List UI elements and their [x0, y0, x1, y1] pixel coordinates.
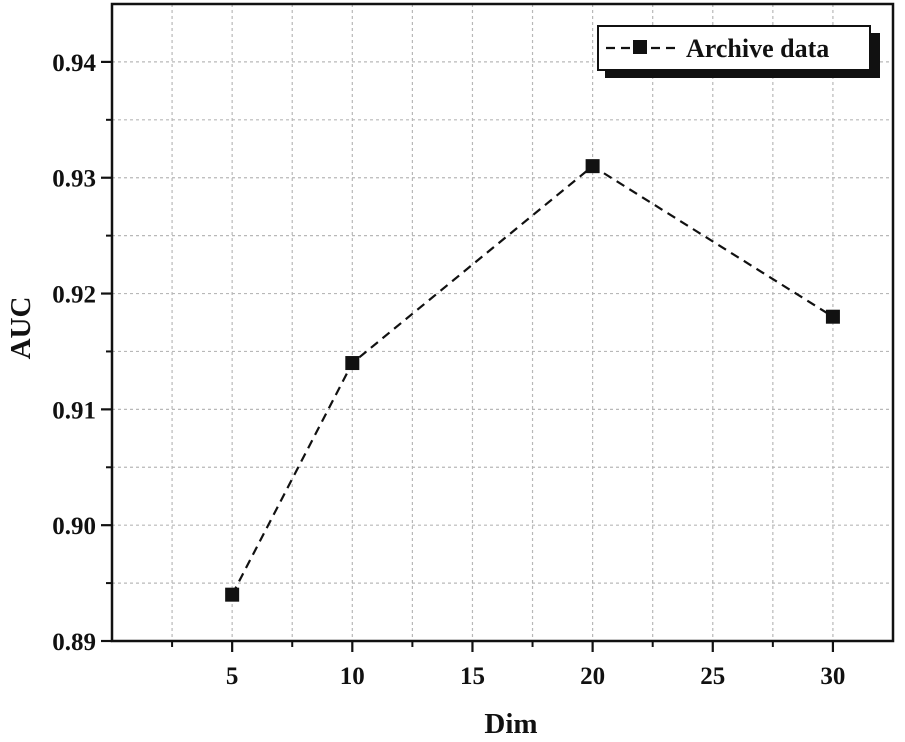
x-tick-label: 5: [226, 663, 239, 690]
x-tick-label: 15: [460, 663, 485, 690]
data-point-marker: [825, 309, 840, 324]
series-archive-data: [225, 159, 840, 602]
legend: Archive data: [597, 25, 880, 78]
x-axis-title: Dim: [484, 708, 537, 740]
grid: [112, 4, 893, 641]
data-point-marker: [225, 587, 240, 602]
x-tick-label: 25: [700, 663, 725, 690]
plot-frame: [110, 2, 895, 643]
y-tick-label: 0.92: [52, 282, 96, 309]
y-axis-title: AUC: [5, 297, 37, 360]
y-tick-label: 0.94: [52, 50, 96, 77]
x-tick-label: 20: [580, 663, 605, 690]
legend-label-archive-data: Archive data: [686, 34, 829, 63]
axis-ticks: [101, 60, 835, 652]
y-axis-tick-labels: 0.89 0.90 0.91 0.92 0.93 0.94: [52, 50, 96, 656]
x-tick-label: 30: [820, 663, 845, 690]
y-tick-label: 0.89: [52, 629, 96, 656]
x-tick-label: 10: [340, 663, 365, 690]
data-point-marker: [585, 159, 600, 174]
y-tick-label: 0.90: [52, 513, 96, 540]
legend-marker-square: [633, 40, 647, 54]
y-tick-label: 0.91: [52, 397, 96, 424]
data-point-marker: [345, 356, 360, 371]
y-tick-label: 0.93: [52, 166, 96, 193]
x-axis-tick-labels: 5 10 15 20 25 30: [226, 663, 846, 690]
series-line: [231, 164, 834, 596]
